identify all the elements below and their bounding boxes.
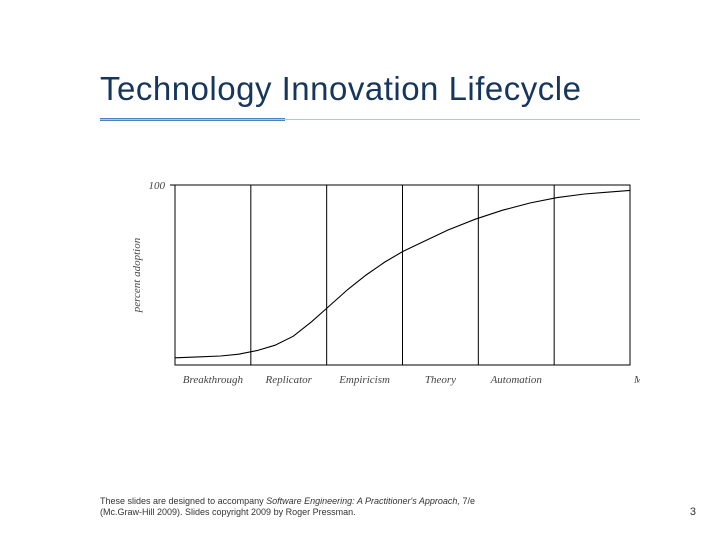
- chart-svg: 100 percent adoption Breakthrough Replicato…: [120, 175, 640, 415]
- title-underline: [100, 119, 640, 120]
- svg-text:Replicator: Replicator: [265, 374, 313, 386]
- svg-text:Automation: Automation: [490, 374, 543, 386]
- svg-text:Breakthrough: Breakthrough: [183, 374, 244, 386]
- footer-line1-post: 7/e: [462, 496, 475, 506]
- svg-text:Empiricism: Empiricism: [338, 374, 390, 386]
- footer-line1-italic: Software Engineering: A Practitioner's A…: [266, 496, 462, 506]
- svg-text:Maturity: Maturity: [633, 374, 640, 386]
- title-block: Technology Innovation Lifecycle: [100, 70, 660, 108]
- footer-line1-pre: These slides are designed to accompany: [100, 496, 266, 506]
- slide: { "title": "Technology Innovation Lifecy…: [0, 0, 720, 540]
- svg-text:100: 100: [149, 180, 166, 192]
- page-number: 3: [690, 506, 696, 518]
- adoption-chart: 100 percent adoption Breakthrough Replicato…: [120, 175, 640, 415]
- page-title: Technology Innovation Lifecycle: [100, 70, 660, 108]
- footer-line2: (Mc.Graw-Hill 2009). Slides copyright 20…: [100, 507, 356, 517]
- svg-text:Theory: Theory: [425, 374, 456, 386]
- footer-attribution: These slides are designed to accompany S…: [100, 496, 660, 519]
- svg-text:percent adoption: percent adoption: [131, 237, 143, 313]
